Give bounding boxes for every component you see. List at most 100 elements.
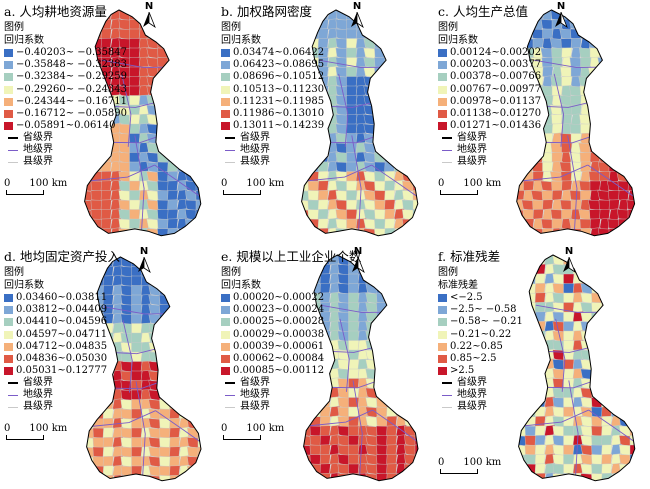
county-polygon [307,190,320,202]
county-polygon [549,38,563,50]
county-polygon [563,283,575,295]
county-polygon [346,190,358,202]
county-polygon [402,161,415,173]
county-polygon [404,378,417,390]
county-polygon [376,368,388,380]
legend-class-item: −0.16712~ −0.05890 [4,108,127,120]
county-polygon [176,10,188,21]
county-polygon [100,199,112,211]
legend-class-item: 0.04712~0.04835 [4,341,107,353]
county-polygon [423,76,434,87]
county-polygon [157,85,169,97]
county-polygon [129,228,141,236]
county-polygon [178,284,190,297]
legend-class-label: −2.5~ −0.58 [450,304,517,316]
legend-boundary-county: 县级界 [225,156,324,168]
county-polygon [395,255,407,266]
scale-label: 0 100 km [438,457,502,468]
boundary-label: 省级界 [23,377,53,389]
county-polygon [206,85,217,96]
county-polygon [636,58,648,69]
county-polygon [414,387,418,399]
legend-class-item: 0.04597~0.04711 [4,329,107,341]
legend-class-item: −0.24344~ −0.16711 [4,96,127,108]
county-polygon [90,199,103,211]
legend-class-item: 0.03460~0.03811 [4,292,107,304]
county-polygon [619,368,632,380]
county-polygon [412,66,418,78]
county-polygon [185,123,198,135]
county-polygon [608,123,620,135]
county-polygon [629,255,635,266]
county-polygon [404,292,417,304]
county-polygon [185,47,198,59]
county-polygon [187,361,200,373]
county-polygon [402,85,415,97]
county-polygon [317,199,329,211]
county-polygon [412,199,418,211]
county-polygon [208,446,217,457]
county-polygon [384,94,396,107]
county-polygon [157,76,169,88]
county-polygon [423,209,434,220]
county-polygon [197,361,201,373]
county-polygon [412,95,418,107]
county-polygon [425,397,434,408]
county-polygon [560,199,573,211]
county-polygon [185,114,198,126]
legend-boundary-prefecture: 地级界 [225,389,324,401]
county-polygon [589,27,601,40]
county-polygon [197,475,201,481]
boundary-line-symbol [442,382,452,385]
county-polygon [386,273,398,285]
legend-title: 图例 [221,267,241,278]
county-polygon [423,228,434,239]
legend-class-label: 0.00085~0.00112 [233,365,325,377]
county-polygon [601,339,613,352]
county-polygon [208,323,217,334]
county-polygon [608,228,620,236]
boundary-line-symbol [225,137,235,140]
county-polygon [629,378,635,390]
county-polygon [376,425,388,437]
county-polygon [414,425,418,437]
legend-swatch [438,330,447,339]
county-polygon [86,465,95,477]
county-polygon [131,275,143,287]
county-polygon [563,435,575,447]
county-polygon [524,368,537,380]
county-polygon [169,427,181,439]
county-polygon [412,47,418,59]
county-polygon [167,123,179,135]
county-polygon [167,56,179,69]
map-panel-b: b. 加权路网密度 N 图例 回归系数 0.03474~0.06422 0.06423~0… [217,0,433,243]
county-polygon [534,377,546,390]
county-polygon [157,180,169,192]
county-polygon [384,47,396,59]
county-polygon [131,332,143,344]
county-polygon [636,191,648,202]
county-polygon [197,323,201,335]
legend-class-label: 0.00029~0.00038 [233,328,325,340]
county-polygon [610,472,622,481]
county-polygon [309,473,322,481]
county-polygon [404,283,417,295]
choropleth-map [84,9,217,237]
county-polygon [206,209,217,220]
county-polygon [176,113,188,126]
county-polygon [386,330,398,342]
county-polygon [159,332,171,344]
county-polygon [579,152,592,164]
boundary-label: 县级界 [240,156,270,168]
county-polygon [395,386,407,399]
county-polygon [185,228,198,236]
county-polygon [563,311,575,323]
county-polygon [393,122,405,135]
county-polygon [376,340,388,352]
county-polygon [386,301,398,314]
north-label: N [139,246,149,257]
province-boundary [84,9,202,237]
prefecture-boundary [105,134,162,144]
county-polygon [84,228,93,236]
prefecture-boundary [322,134,379,144]
